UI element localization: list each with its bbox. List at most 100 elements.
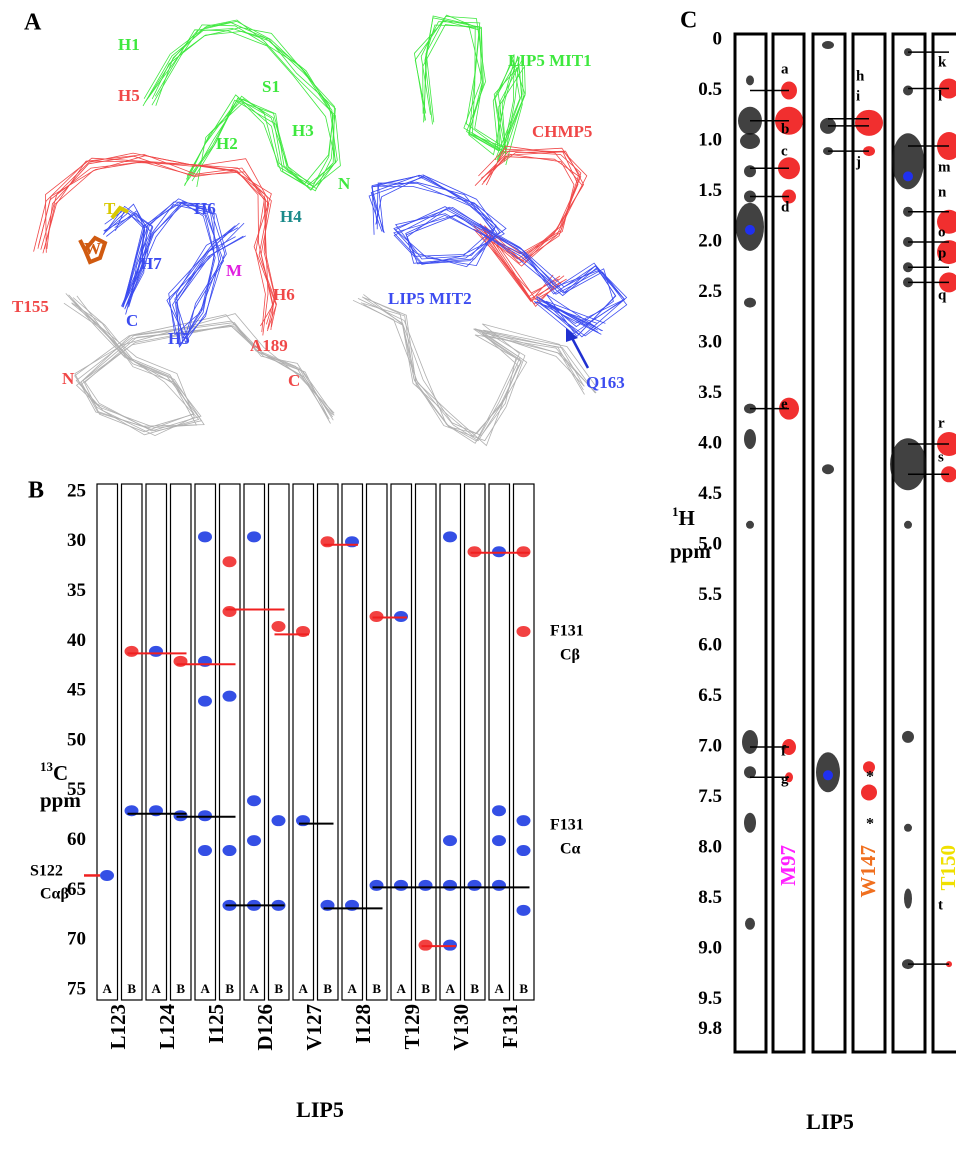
- y-tick-label: 8.0: [698, 836, 722, 857]
- nmr-peak: [744, 297, 756, 308]
- residue-label: V130: [449, 1004, 473, 1051]
- nmr-peak: [198, 531, 212, 543]
- structure-label: H5: [118, 86, 140, 105]
- structure-strand: [480, 151, 579, 308]
- structure-strand: [363, 304, 584, 444]
- residue-label: L123: [106, 1004, 130, 1050]
- y-tick-label: 9.5: [698, 988, 722, 1009]
- structure-strand: [366, 298, 584, 442]
- strip-frame: [463, 483, 486, 1001]
- strip-frame: [851, 32, 887, 1054]
- residue-label: T129: [400, 1004, 424, 1050]
- isotope: 1: [672, 504, 679, 519]
- panel-label: C: [680, 8, 697, 34]
- residue-label: W147: [856, 845, 880, 898]
- peak-label: f: [781, 743, 787, 759]
- structure-strand: [72, 297, 331, 427]
- y-tick-label: 9.8: [698, 1018, 722, 1039]
- peak-label: i: [856, 88, 860, 104]
- structure-label: Q163: [586, 373, 625, 392]
- x-axis-label: LIP5: [296, 1097, 344, 1122]
- nmr-peak: [222, 845, 237, 857]
- strip-frame: [316, 483, 339, 1001]
- y-tick-label: 65: [67, 879, 86, 900]
- nucleus: C: [53, 761, 68, 785]
- structure-label: H3: [292, 121, 314, 140]
- structure-label: T: [104, 199, 116, 218]
- arrow: [570, 337, 590, 369]
- strip-frame: [931, 32, 956, 1054]
- structure-label: H2: [216, 134, 238, 153]
- isotope: 13: [40, 759, 54, 774]
- strip-label: B: [470, 981, 479, 996]
- structure-strand: [45, 157, 274, 325]
- structure-strand: [425, 24, 523, 166]
- nmr-peak: [492, 879, 506, 891]
- asterisk: *: [866, 816, 874, 833]
- nmr-peak: [745, 917, 755, 930]
- strip-label: B: [225, 981, 234, 996]
- y-tick-label: 4.0: [698, 432, 722, 453]
- residue-label: D126: [253, 1004, 277, 1051]
- note: Cβ: [560, 647, 580, 664]
- y-tick-label: 35: [67, 580, 86, 601]
- strip-frame: [365, 483, 388, 1001]
- structure-label: H1: [118, 35, 140, 54]
- residue-label: T150: [936, 845, 956, 891]
- y-axis-label: 1H: [672, 504, 695, 530]
- nmr-peak: [744, 165, 756, 178]
- nmr-peak: [861, 784, 877, 801]
- strip-frame: [243, 483, 266, 1001]
- nmr-peak: [892, 133, 924, 190]
- structure-strand: [370, 174, 628, 338]
- nmr-peak: [198, 845, 212, 857]
- y-axis-unit: ppm: [40, 788, 81, 812]
- peak-label: c: [781, 143, 788, 159]
- peak-label: h: [856, 68, 865, 84]
- y-tick-label: 70: [67, 929, 86, 950]
- peak-label: a: [781, 61, 789, 77]
- strip-frame: [488, 483, 511, 1001]
- y-tick-label: 9.0: [698, 937, 722, 958]
- strip-frame: [292, 483, 315, 1001]
- nmr-peak: [744, 428, 756, 449]
- nmr-peak: [904, 520, 912, 529]
- y-tick-label: 7.0: [698, 735, 722, 756]
- structure-label: N: [62, 369, 75, 388]
- nmr-peak: [516, 815, 531, 827]
- structure-strand: [473, 145, 584, 294]
- peak-label: d: [781, 199, 790, 215]
- strip-frame: [145, 483, 168, 1001]
- note: S122: [30, 863, 63, 880]
- y-tick-label: 0: [713, 28, 723, 49]
- strip-label: A: [152, 981, 162, 996]
- nmr-peak: [222, 690, 237, 702]
- structure-strand: [44, 155, 277, 327]
- strip-frame: [194, 483, 217, 1001]
- nmr-peak: [863, 761, 875, 774]
- strip-label: A: [201, 981, 211, 996]
- nmr-peak: [904, 888, 912, 909]
- nmr-peak: [855, 109, 883, 136]
- peak-label: k: [938, 54, 947, 70]
- arrow-head: [566, 328, 578, 342]
- y-tick-label: 45: [67, 680, 86, 701]
- structure-label: H7: [140, 254, 162, 273]
- structure-label: H6: [194, 199, 216, 218]
- y-tick-label: 3.5: [698, 382, 722, 403]
- side-chain: [78, 235, 108, 265]
- asterisk: *: [866, 769, 874, 786]
- y-tick-label: 2.0: [698, 230, 722, 251]
- residue-label: F131: [498, 1004, 522, 1048]
- marker-dot: [745, 224, 755, 235]
- strip-frame: [414, 483, 437, 1001]
- structure-strand: [423, 15, 526, 161]
- structure-label: H5: [168, 329, 190, 348]
- peak-label: q: [938, 287, 947, 303]
- structure-strand: [422, 24, 524, 154]
- marker-dot: [903, 171, 913, 182]
- structure-strand: [363, 297, 596, 436]
- residue-label: I128: [351, 1004, 375, 1044]
- strip-frame: [341, 483, 364, 1001]
- y-tick-label: 6.0: [698, 634, 722, 655]
